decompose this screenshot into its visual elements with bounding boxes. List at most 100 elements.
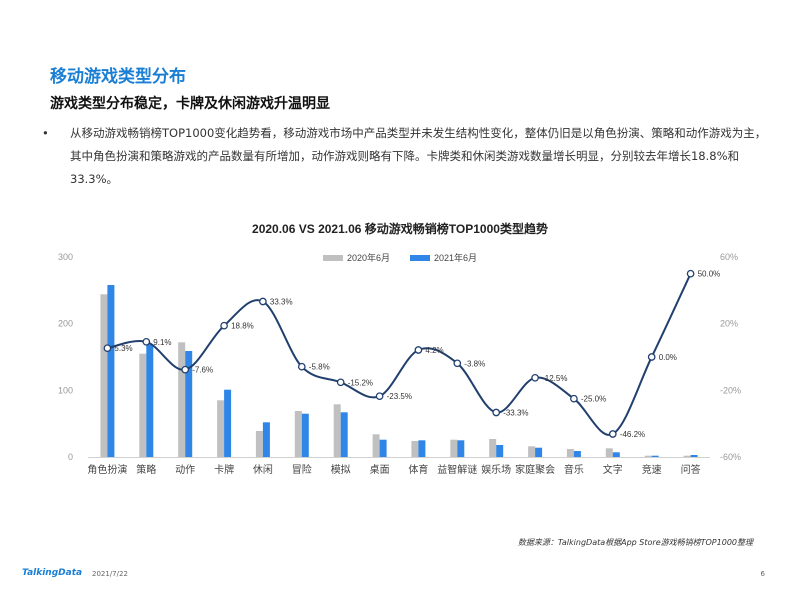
- legend-label: 2020年6月: [347, 252, 390, 263]
- category-label: 冒险: [292, 463, 312, 476]
- change-rate-line: [107, 273, 692, 436]
- chart-legend: 2020年6月 2021年6月: [323, 252, 477, 263]
- change-rate-label: -7.6%: [192, 366, 213, 375]
- left-axis-tick: 300: [58, 252, 73, 262]
- category-labels: 角色扮演 策略 动作 卡牌 休闲 冒险 模拟 桌面 体育 益智解谜 娱乐场 家庭聚会 音乐 文字 竞速 问答: [87, 463, 700, 476]
- change-rate-point: [142, 337, 151, 346]
- change-rate-point: [453, 359, 462, 368]
- bar: [457, 440, 465, 457]
- left-axis-tick: 0: [68, 452, 73, 462]
- bar: [489, 439, 497, 457]
- page-title: 移动游戏类型分布: [50, 67, 186, 87]
- bar: [418, 440, 426, 457]
- change-rate-point: [531, 373, 539, 382]
- bar: [683, 455, 691, 457]
- change-rate-line-group: 5.3% 9.1% -7.6% 18.8% 33.3% -5.8% -15.2% -23.5%…: [103, 269, 721, 439]
- left-axis: 0 100 200 300: [58, 252, 73, 462]
- change-rate-label: 33.3%: [270, 298, 293, 307]
- change-rate-point: [570, 394, 578, 403]
- change-rate-label: 18.8%: [231, 322, 254, 331]
- bar: [139, 353, 147, 457]
- bar: [262, 422, 270, 457]
- bar: [146, 344, 154, 457]
- change-rate-label: 0.0%: [659, 353, 677, 362]
- change-rate-label: 5.3%: [114, 344, 132, 353]
- change-rate-point: [220, 321, 228, 330]
- legend-swatch: [410, 255, 430, 261]
- change-rate-label: -12.5%: [542, 374, 567, 383]
- change-rate-label: -33.3%: [503, 409, 528, 418]
- change-rate-point: [336, 378, 345, 387]
- bar: [333, 404, 341, 457]
- bar: [372, 434, 380, 457]
- category-label: 休闲: [253, 463, 273, 476]
- category-label: 问答: [681, 463, 701, 476]
- bar: [450, 439, 458, 457]
- category-label: 卡牌: [214, 463, 234, 476]
- change-rate-point: [492, 408, 501, 417]
- change-rate-label: 50.0%: [698, 270, 721, 279]
- bar: [379, 439, 387, 457]
- bar: [528, 446, 536, 457]
- right-axis: -60% -20% 20% 60%: [720, 252, 741, 462]
- change-rate-label: -5.8%: [309, 363, 330, 372]
- bullet-text: 从移动游戏畅销榜TOP1000变化趋势看，移动游戏市场中产品类型并未发生结构性变…: [70, 126, 767, 186]
- category-label: 角色扮演: [87, 463, 127, 476]
- bar: [535, 447, 543, 457]
- bar: [411, 441, 419, 457]
- left-axis-tick: 200: [58, 319, 73, 329]
- page-subtitle: 游戏类型分布稳定，卡牌及休闲游戏升温明显: [50, 96, 330, 112]
- change-rate-point: [608, 430, 617, 438]
- category-label: 体育: [408, 463, 428, 476]
- bar: [644, 455, 652, 457]
- category-label: 家庭聚会: [515, 463, 555, 476]
- category-label: 桌面: [370, 463, 390, 476]
- right-axis-tick: 60%: [720, 252, 738, 262]
- bar: [107, 285, 115, 457]
- change-rate-point: [686, 269, 695, 278]
- change-rate-point: [375, 392, 384, 401]
- bar: [690, 455, 698, 457]
- change-rate-label: 9.1%: [153, 338, 171, 347]
- change-rate-label: -23.5%: [387, 392, 412, 401]
- change-rate-point: [414, 346, 423, 354]
- change-rate-label: -15.2%: [348, 378, 373, 387]
- category-label: 模拟: [331, 463, 351, 476]
- bar: [651, 455, 659, 457]
- category-label: 竞速: [642, 463, 662, 476]
- change-rate-point: [103, 344, 112, 353]
- bar: [185, 351, 193, 457]
- footer-date: 2021/7/22: [92, 570, 128, 578]
- category-label: 动作: [175, 464, 195, 476]
- change-rate-point: [297, 362, 306, 371]
- change-rate-label: -3.8%: [464, 359, 485, 368]
- bar: [224, 389, 232, 457]
- category-label: 音乐: [564, 463, 584, 476]
- source-note: 数据来源：TalkingData根据App Store游戏畅销榜TOP1000整…: [517, 538, 753, 547]
- change-rate-point: [181, 365, 190, 374]
- talkingdata-logo: TalkingData: [22, 568, 83, 578]
- legend-label: 2021年6月: [434, 252, 477, 263]
- bar: [340, 412, 348, 457]
- bullet-paragraph: • 从移动游戏畅销榜TOP1000变化趋势看，移动游戏市场中产品类型并未发生结构…: [42, 122, 767, 191]
- bars-group: [100, 285, 698, 457]
- bar: [100, 294, 108, 457]
- bar: [294, 411, 302, 457]
- page-number: 6: [760, 570, 765, 578]
- category-label: 策略: [136, 463, 156, 476]
- change-rate-point: [647, 353, 656, 361]
- bar: [178, 342, 186, 457]
- right-axis-tick: -20%: [720, 385, 741, 395]
- chart-title: 2020.06 VS 2021.06 移动游戏畅销榜TOP1000类型趋势: [252, 221, 548, 236]
- bar: [605, 448, 613, 457]
- bar: [612, 452, 620, 457]
- bullet-dot: •: [42, 126, 49, 140]
- bar: [255, 431, 263, 457]
- legend-swatch: [323, 255, 343, 261]
- category-label: 娱乐场: [481, 463, 511, 476]
- bar: [217, 400, 225, 457]
- change-rate-label: 4.2%: [425, 346, 443, 355]
- right-axis-tick: -60%: [720, 452, 741, 462]
- change-rate-label: -46.2%: [620, 430, 645, 439]
